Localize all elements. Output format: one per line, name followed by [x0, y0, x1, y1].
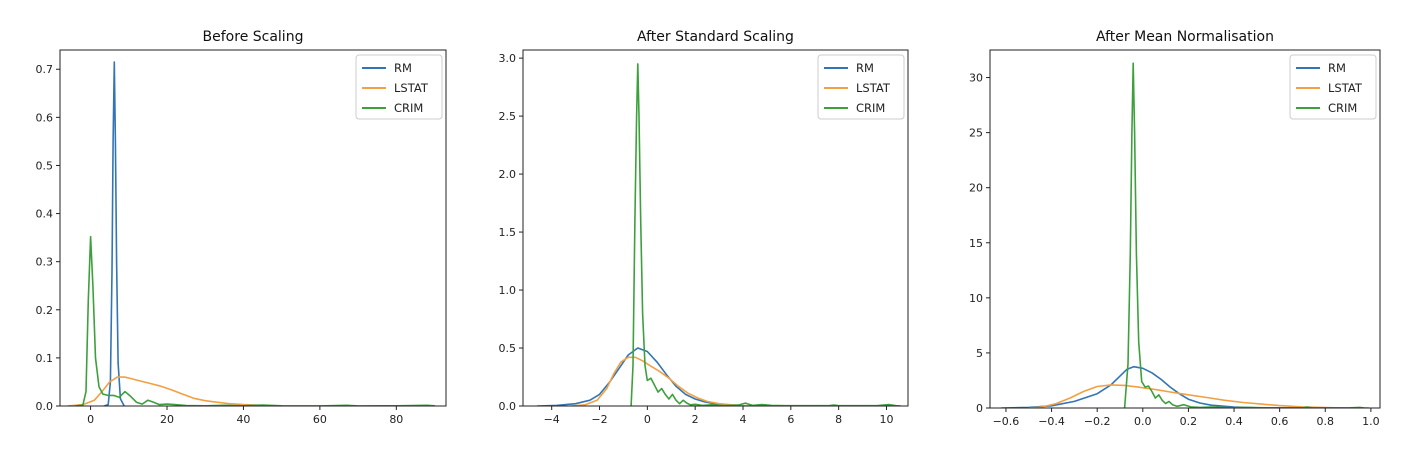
y-tick-label: 0.2 [36, 304, 54, 317]
legend: RM LSTAT CRIM [817, 54, 905, 120]
legend-label-crim: CRIM [1328, 101, 1357, 115]
x-tick-label: 6 [787, 413, 794, 426]
chart-panel-3: After Mean Normalisation −0.6 −0.4 −0.2 0.0 0… [969, 29, 1381, 428]
x-tick-label: 1.0 [1362, 415, 1380, 428]
legend-label-rm: RM [394, 61, 412, 75]
chart-title: Before Scaling [203, 29, 304, 45]
x-tick-label: −0.2 [1084, 415, 1111, 428]
series-line-rm [103, 61, 125, 406]
chart-title: After Standard Scaling [637, 29, 794, 45]
legend-label-rm: RM [856, 61, 874, 75]
y-tick-label: 2.0 [499, 168, 517, 181]
legend-label-crim: CRIM [394, 101, 423, 115]
x-tick-label: 0.2 [1180, 415, 1198, 428]
y-tick-label: 0.0 [36, 400, 54, 413]
legend-label-lstat: LSTAT [1328, 81, 1363, 95]
y-tick-label: 0.6 [36, 111, 54, 124]
x-tick-label: 0.8 [1317, 415, 1335, 428]
axes-frame [59, 49, 447, 407]
x-tick-label: 20 [160, 413, 174, 426]
x-tick-label: −4 [544, 413, 560, 426]
series-line-crim [1123, 62, 1370, 408]
x-tick-label: 0.0 [1134, 415, 1152, 428]
x-tick-label: 8 [835, 413, 842, 426]
legend: RM LSTAT CRIM [355, 54, 443, 120]
series-line-rm [536, 347, 754, 406]
y-tick-label: 3.0 [499, 52, 517, 65]
series-line-rm [1000, 365, 1281, 408]
legend-label-lstat: LSTAT [394, 81, 429, 95]
y-tick-label: 5 [976, 347, 983, 360]
series-line-lstat [570, 356, 759, 406]
chart-title: After Mean Normalisation [1096, 29, 1274, 45]
y-tick-label: 0.5 [36, 159, 54, 172]
x-tick-label: −0.4 [1038, 415, 1065, 428]
chart-panel-2: After Standard Scaling −4 −2 0 2 4 6 8 10 0.0 0.5 1… [499, 29, 909, 426]
legend-box [817, 54, 905, 120]
x-tick-label: 10 [879, 413, 893, 426]
legend-label-crim: CRIM [856, 101, 885, 115]
y-tick-label: 2.5 [499, 110, 517, 123]
axes-frame [522, 49, 909, 407]
y-tick-label: 0.4 [36, 208, 54, 221]
y-tick-label: 20 [969, 182, 983, 195]
x-tick-label: 2 [692, 413, 699, 426]
legend: RM LSTAT CRIM [1289, 54, 1377, 120]
y-tick-label: 0.3 [36, 256, 54, 269]
chart-panel-1: Before Scaling 0 20 40 60 80 0.0 0.1 0.2 0.3 0.4 0.… [36, 29, 447, 426]
y-tick-label: 0.7 [36, 63, 54, 76]
y-tick-label: 15 [969, 237, 983, 250]
x-tick-label: −2 [591, 413, 607, 426]
legend-label-lstat: LSTAT [856, 81, 891, 95]
x-tick-label: 0.6 [1271, 415, 1289, 428]
y-tick-label: 0.1 [36, 352, 54, 365]
legend-label-rm: RM [1328, 61, 1346, 75]
y-tick-label: 1.5 [499, 226, 517, 239]
axes-frame [989, 49, 1381, 409]
y-tick-label: 30 [969, 72, 983, 85]
series-line-crim [74, 235, 436, 406]
x-tick-label: 0 [644, 413, 651, 426]
legend-box [355, 54, 443, 120]
y-tick-label: 1.0 [499, 284, 517, 297]
x-tick-label: −0.6 [993, 415, 1020, 428]
legend-box [1289, 54, 1377, 120]
x-tick-label: 60 [313, 413, 327, 426]
x-tick-label: 40 [236, 413, 250, 426]
series-line-lstat [66, 376, 283, 406]
y-tick-label: 0 [976, 402, 983, 415]
y-tick-label: 25 [969, 127, 983, 140]
x-tick-label: 4 [740, 413, 747, 426]
y-tick-label: 10 [969, 292, 983, 305]
series-line-lstat [1028, 384, 1349, 408]
y-tick-label: 0.5 [499, 342, 517, 355]
x-tick-label: 80 [389, 413, 403, 426]
y-tick-label: 0.0 [499, 400, 517, 413]
x-tick-label: 0.4 [1225, 415, 1243, 428]
x-tick-label: 0 [87, 413, 94, 426]
